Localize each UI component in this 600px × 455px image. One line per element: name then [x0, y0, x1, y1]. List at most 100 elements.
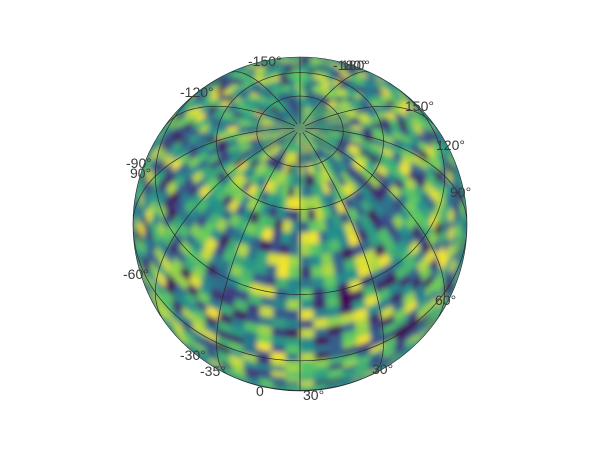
heatmap-cell — [243, 329, 258, 342]
heatmap-cell — [433, 305, 444, 321]
heatmap-cell — [328, 349, 344, 359]
heatmap-cell — [226, 238, 240, 254]
heatmap-cell — [300, 59, 311, 62]
heatmap-cell — [283, 68, 293, 74]
heatmap-cell — [215, 94, 229, 101]
heatmap-cell — [443, 288, 451, 306]
heatmap-cell — [167, 239, 180, 257]
heatmap-cell — [293, 98, 298, 107]
heatmap-cell — [231, 227, 245, 243]
heatmap-cell — [317, 62, 329, 68]
heatmap-cell — [163, 295, 173, 312]
heatmap-cell — [266, 143, 278, 153]
heatmap-cell — [300, 255, 312, 268]
heatmap-cell — [268, 60, 281, 65]
heatmap-cell — [344, 109, 357, 115]
heatmap-cell — [307, 108, 315, 117]
heatmap-cell — [380, 176, 394, 191]
heatmap-cell — [325, 192, 336, 206]
heatmap-cell — [328, 333, 343, 345]
heatmap-cell — [241, 88, 253, 96]
heatmap-cell — [322, 58, 335, 62]
heatmap-cell — [435, 245, 446, 264]
heatmap-cell — [218, 311, 233, 326]
heatmap-cell — [247, 292, 262, 306]
heatmap-cell — [350, 376, 365, 383]
heatmap-cell — [314, 370, 329, 378]
heatmap-cell — [282, 128, 295, 132]
heatmap-cell — [425, 315, 436, 330]
heatmap-cell — [195, 346, 208, 359]
heatmap-cell — [158, 263, 169, 281]
heatmap-cell — [325, 114, 337, 120]
heatmap-cell — [214, 88, 228, 95]
heatmap-cell — [448, 249, 456, 268]
heatmap-cell — [183, 333, 195, 347]
heatmap-cell — [150, 260, 159, 279]
heatmap-cell — [211, 100, 224, 107]
graticule-line — [304, 130, 445, 322]
heatmap-cell — [453, 238, 460, 257]
heatmap-cell — [305, 122, 317, 127]
heatmap-cell — [316, 132, 328, 138]
heatmap-cell — [433, 148, 442, 164]
heatmap-cell — [271, 351, 286, 361]
heatmap-cell — [188, 148, 198, 161]
heatmap-cell — [359, 77, 372, 84]
heatmap-cell — [387, 164, 400, 178]
heatmap-cell — [456, 259, 462, 278]
heatmap-cell — [336, 115, 349, 120]
heatmap-cell — [172, 318, 184, 334]
heatmap-cell — [224, 106, 237, 113]
heatmap-cell — [259, 165, 271, 178]
heatmap-cell — [252, 160, 264, 172]
heatmap-cell — [321, 205, 332, 219]
heatmap-cell — [204, 329, 217, 343]
heatmap-cell — [387, 118, 400, 127]
heatmap-cell — [301, 114, 306, 124]
tick-label: 120° — [436, 137, 465, 153]
heatmap-cell — [190, 126, 201, 137]
heatmap-cell — [277, 254, 290, 267]
heatmap-cell — [150, 294, 159, 311]
heatmap-cell — [256, 69, 269, 76]
heatmap-cell — [241, 147, 254, 157]
heatmap-cell — [313, 317, 328, 329]
heatmap-cell — [149, 200, 158, 218]
heatmap-cell — [158, 158, 166, 174]
heatmap-cell — [195, 94, 208, 103]
heatmap-cell — [273, 87, 283, 95]
heatmap-cell — [192, 321, 205, 337]
heatmap-cell — [305, 185, 313, 198]
heatmap-cell — [357, 263, 371, 279]
heatmap-cell — [143, 270, 149, 289]
heatmap-cell — [305, 129, 318, 133]
heatmap-cell — [272, 317, 287, 329]
heatmap-cell — [289, 152, 295, 164]
heatmap-cell — [373, 365, 388, 374]
heatmap-cell — [244, 69, 257, 76]
heatmap-cell — [396, 191, 409, 207]
heatmap-cell — [134, 192, 138, 211]
heatmap-cell — [442, 147, 451, 164]
heatmap-cell — [450, 163, 457, 180]
heatmap-cell — [314, 335, 329, 346]
heatmap-cell — [427, 118, 439, 133]
heatmap-cell — [323, 112, 335, 118]
heatmap-cell — [399, 126, 410, 137]
heatmap-cell — [163, 288, 174, 305]
heatmap-cell — [407, 320, 419, 336]
heatmap-cell — [243, 364, 258, 374]
heatmap-cell — [272, 308, 287, 320]
heatmap-cell — [206, 305, 220, 320]
heatmap-cell — [191, 238, 205, 256]
heatmap-cell — [229, 341, 243, 353]
heatmap-cell — [169, 189, 180, 206]
heatmap-cell — [257, 373, 273, 380]
heatmap-cell — [286, 118, 296, 126]
heatmap-cell — [321, 181, 331, 195]
heatmap-cell — [423, 180, 434, 197]
heatmap-cell — [144, 147, 153, 164]
heatmap-cell — [295, 142, 299, 154]
heatmap-cell — [258, 62, 272, 67]
